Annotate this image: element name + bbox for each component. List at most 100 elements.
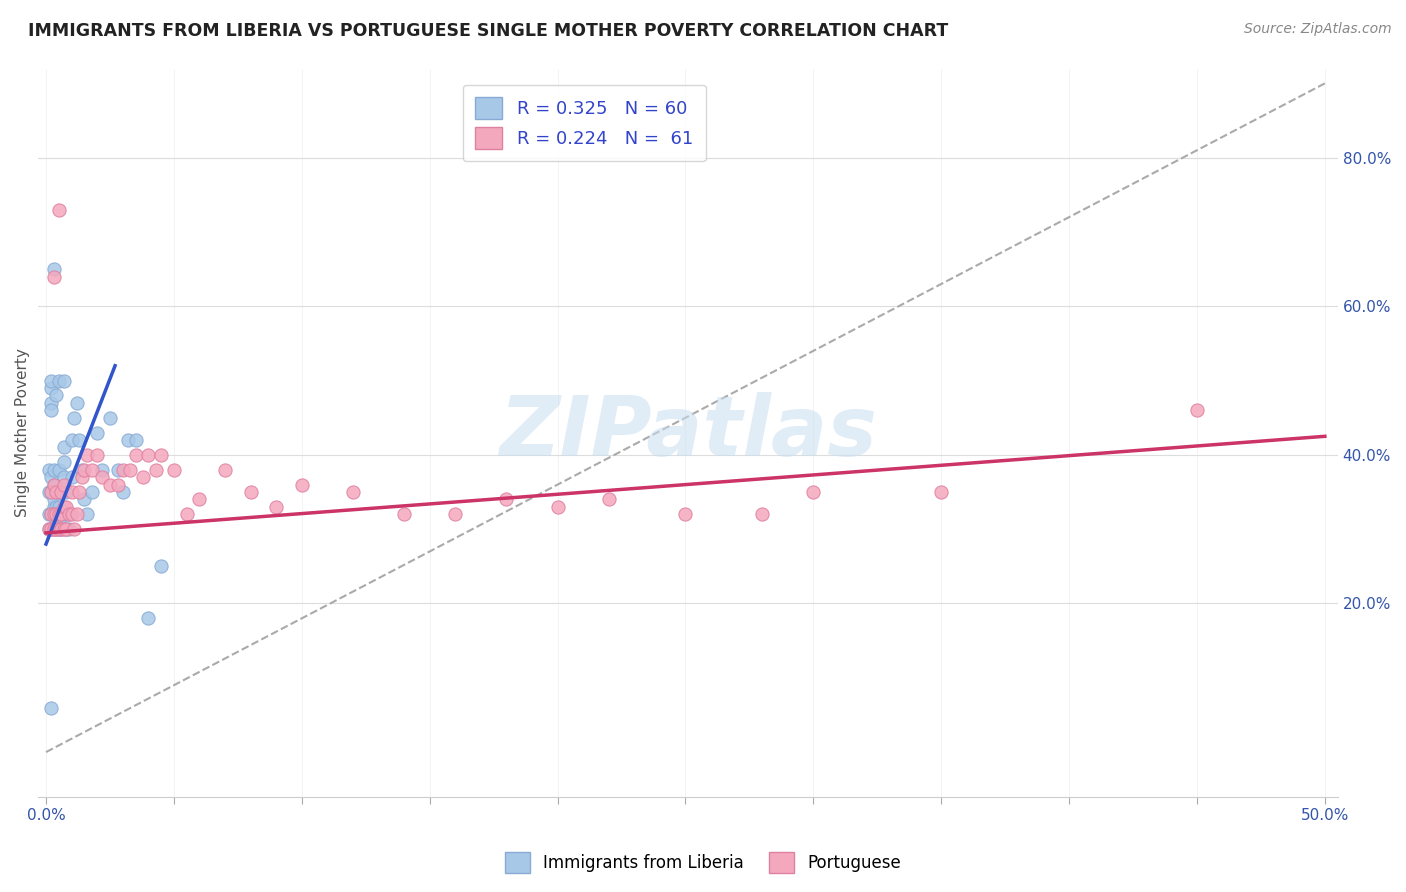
Point xyxy=(60,485,83,500)
Point xyxy=(55,500,77,514)
Point xyxy=(38,522,60,536)
Point xyxy=(39,508,62,522)
Point xyxy=(38,508,60,522)
Point xyxy=(675,508,697,522)
Point xyxy=(66,396,89,410)
Point xyxy=(39,485,62,500)
Point xyxy=(39,508,62,522)
Point xyxy=(91,463,114,477)
Point xyxy=(117,433,139,447)
Point xyxy=(52,470,75,484)
Point xyxy=(444,508,467,522)
Point xyxy=(38,485,60,500)
Point xyxy=(63,410,86,425)
Point xyxy=(52,455,75,469)
Point xyxy=(48,202,70,217)
Point xyxy=(51,508,73,522)
Point xyxy=(39,522,62,536)
Point xyxy=(52,441,75,455)
Text: ZIPatlas: ZIPatlas xyxy=(499,392,877,473)
Point xyxy=(801,485,824,500)
Point xyxy=(73,492,96,507)
Point xyxy=(136,611,159,625)
Point xyxy=(51,508,73,522)
Point xyxy=(39,485,62,500)
Point xyxy=(176,508,198,522)
Point xyxy=(70,470,93,484)
Point xyxy=(163,463,186,477)
Point xyxy=(51,522,73,536)
Point xyxy=(38,522,60,536)
Point xyxy=(42,262,65,277)
Point xyxy=(86,425,108,440)
Point xyxy=(42,508,65,522)
Point xyxy=(1185,403,1208,417)
Point xyxy=(136,448,159,462)
Point xyxy=(86,448,108,462)
Point xyxy=(45,485,67,500)
Y-axis label: Single Mother Poverty: Single Mother Poverty xyxy=(15,348,30,517)
Point xyxy=(73,463,96,477)
Point xyxy=(48,374,70,388)
Point xyxy=(52,522,75,536)
Point xyxy=(48,522,70,536)
Point xyxy=(45,522,67,536)
Legend: Immigrants from Liberia, Portuguese: Immigrants from Liberia, Portuguese xyxy=(498,846,908,880)
Point xyxy=(48,508,70,522)
Point xyxy=(58,508,80,522)
Point xyxy=(42,492,65,507)
Point xyxy=(264,500,287,514)
Point xyxy=(98,410,121,425)
Point xyxy=(51,485,73,500)
Point xyxy=(45,508,67,522)
Point xyxy=(39,700,62,714)
Point xyxy=(63,522,86,536)
Point xyxy=(42,522,65,536)
Point xyxy=(66,508,89,522)
Point xyxy=(39,522,62,536)
Point xyxy=(60,470,83,484)
Point xyxy=(291,477,314,491)
Point xyxy=(91,470,114,484)
Point xyxy=(39,470,62,484)
Point xyxy=(145,463,167,477)
Point xyxy=(52,374,75,388)
Point xyxy=(48,522,70,536)
Point xyxy=(55,508,77,522)
Point xyxy=(45,508,67,522)
Point xyxy=(67,485,90,500)
Point xyxy=(39,374,62,388)
Point xyxy=(42,500,65,514)
Point xyxy=(107,463,129,477)
Point xyxy=(150,448,173,462)
Point xyxy=(150,559,173,574)
Legend: R = 0.325   N = 60, R = 0.224   N =  61: R = 0.325 N = 60, R = 0.224 N = 61 xyxy=(463,85,706,161)
Point xyxy=(124,433,146,447)
Point xyxy=(547,500,569,514)
Point xyxy=(598,492,620,507)
Point xyxy=(42,463,65,477)
Point xyxy=(80,485,103,500)
Point xyxy=(124,448,146,462)
Point xyxy=(52,477,75,491)
Point xyxy=(42,269,65,284)
Point xyxy=(70,463,93,477)
Point xyxy=(132,470,155,484)
Point xyxy=(58,508,80,522)
Point xyxy=(48,463,70,477)
Point xyxy=(51,522,73,536)
Point xyxy=(42,477,65,491)
Point xyxy=(38,463,60,477)
Point xyxy=(48,500,70,514)
Point xyxy=(67,433,90,447)
Point xyxy=(39,381,62,395)
Point xyxy=(55,522,77,536)
Point xyxy=(39,396,62,410)
Point xyxy=(76,508,98,522)
Point xyxy=(751,508,773,522)
Point xyxy=(60,508,83,522)
Point xyxy=(392,508,415,522)
Point xyxy=(80,463,103,477)
Point xyxy=(48,515,70,529)
Point xyxy=(39,403,62,417)
